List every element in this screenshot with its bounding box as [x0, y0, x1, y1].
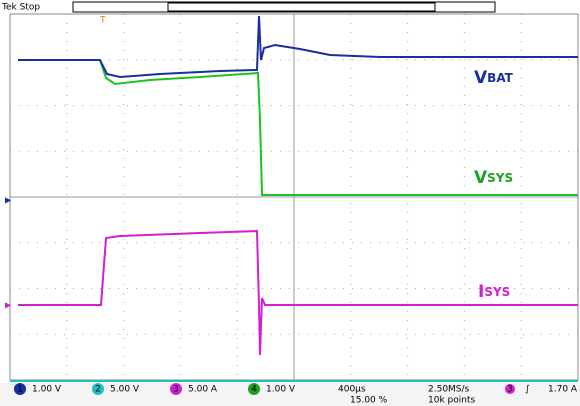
- vbat-trace: [18, 15, 578, 79]
- channel-id: 2: [95, 385, 101, 395]
- trigger-level: 1.70 A: [548, 385, 578, 395]
- isys-trace: [18, 229, 578, 356]
- sample-rate: 2.50MS/s: [428, 385, 470, 395]
- record-bar: [72, 1, 496, 13]
- trigger-position: 15.00 %: [350, 396, 388, 406]
- record-length: 10k points: [428, 396, 475, 406]
- timebase: 400µs: [338, 385, 366, 395]
- channel-id: 4: [251, 385, 257, 395]
- vsys-label: VSYS: [474, 168, 513, 188]
- trigger-source: 3: [507, 385, 513, 395]
- channel-readouts: 1 1.00 V 2 5.00 V 3 5.00 A 4 1.00 V: [14, 383, 296, 395]
- graticule: [10, 14, 578, 380]
- ch3-marker: ▶: [5, 301, 12, 310]
- channel-badge: [248, 383, 260, 395]
- isys-label: ISYS: [478, 282, 510, 302]
- trigger-source-badge: [505, 384, 515, 394]
- status: Tek Stop: [1, 3, 40, 13]
- vbat-label: VBAT: [474, 68, 514, 88]
- channel-scale: 5.00 A: [188, 385, 218, 395]
- channel-badge: [170, 383, 182, 395]
- channel-scale: 1.00 V: [266, 385, 296, 395]
- channel-id: 1: [17, 385, 23, 395]
- trigger-slope: ∫: [525, 385, 530, 395]
- channel-scale: 1.00 V: [32, 385, 62, 395]
- vsys-trace: [18, 59, 578, 196]
- channel-id: 3: [173, 385, 179, 395]
- ch1-marker: ▶: [5, 196, 12, 205]
- view-window: [167, 2, 436, 12]
- channel-badge: [14, 383, 26, 395]
- footer: [0, 383, 580, 406]
- channel-badge: [92, 383, 104, 395]
- channel-scale: 5.00 V: [110, 385, 140, 395]
- trigger-marker: T: [99, 16, 106, 26]
